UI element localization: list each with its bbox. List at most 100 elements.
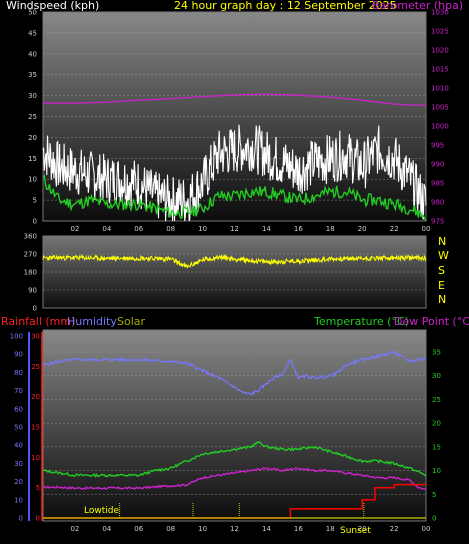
- dewpoint-label: Dew Point (°C): [394, 315, 469, 328]
- direction-tick-label: 90: [28, 287, 37, 295]
- wind-tick-label: 10: [28, 176, 37, 184]
- humidity-tick-label: 100: [10, 333, 23, 341]
- barometer-tick-label: 1030: [431, 9, 449, 17]
- barometer-tick-label: 1015: [431, 66, 449, 74]
- barometer-tick-label: 1025: [431, 28, 449, 36]
- temperature-tick-label: 35: [432, 349, 441, 357]
- wind-gust-line: [42, 124, 427, 222]
- humidity-tick-label: 70: [14, 387, 23, 395]
- hour-tick-label: 08: [166, 525, 175, 533]
- hour-tick-label: 16: [294, 525, 303, 533]
- hour-tick-label: 12: [230, 525, 239, 533]
- rain-tick-label: 10: [31, 454, 40, 462]
- rain-tick-label: 30: [31, 333, 40, 341]
- temperature-tick-label: 5: [432, 491, 436, 499]
- wind-tick-label: 50: [28, 9, 37, 17]
- rain-tick-label: 0: [36, 515, 40, 523]
- temperature-line: [42, 440, 427, 478]
- barometer-tick-label: 975: [431, 218, 444, 226]
- sunset-label: Sunset: [340, 526, 371, 536]
- hour-tick-label: 22: [390, 225, 399, 233]
- temperature-tick-label: 10: [432, 467, 441, 475]
- rain-tick-label: 25: [31, 363, 40, 371]
- humidity-tick-label: 40: [14, 442, 23, 450]
- humidity-tick-label: 10: [14, 496, 23, 504]
- compass-n-top: N: [438, 235, 447, 248]
- hour-tick-label: 04: [102, 525, 111, 533]
- wind-direction-line: [42, 253, 427, 269]
- temperature-tick-label: 0: [432, 515, 436, 523]
- panel-2-bg: [42, 235, 427, 309]
- compass-w: W: [438, 249, 449, 262]
- humidity-tick-label: 30: [14, 460, 23, 468]
- hour-tick-label: 00: [422, 225, 431, 233]
- barometer-tick-label: 1010: [431, 85, 449, 93]
- wind-avg-line: [42, 174, 427, 222]
- rain-tick-label: 20: [31, 393, 40, 401]
- wind-tick-label: 0: [33, 218, 37, 226]
- hour-tick-label: 00: [422, 525, 431, 533]
- dewpoint-line: [43, 466, 427, 491]
- barometer-tick-label: 985: [431, 180, 444, 188]
- wind-tick-label: 25: [28, 113, 37, 121]
- compass-s: S: [438, 264, 445, 277]
- direction-tick-label: 180: [24, 269, 37, 277]
- wind-tick-label: 5: [33, 197, 37, 205]
- wind-tick-label: 15: [28, 155, 37, 163]
- hour-tick-label: 18: [326, 525, 335, 533]
- hour-tick-label: 22: [390, 525, 399, 533]
- hour-tick-label: 02: [70, 225, 79, 233]
- rainfall-label: Rainfall (mm): [1, 315, 76, 328]
- compass-e: E: [438, 279, 445, 292]
- humidity-tick-label: 60: [14, 405, 23, 413]
- solar-label: Solar: [117, 315, 146, 328]
- wind-tick-label: 20: [28, 134, 37, 142]
- windspeed-axis-label: Windspeed (kph): [6, 0, 100, 12]
- temperature-tick-label: 20: [432, 420, 441, 428]
- wind-tick-label: 30: [28, 92, 37, 100]
- temperature-tick-label: 15: [432, 443, 441, 451]
- barometer-tick-label: 1005: [431, 104, 449, 112]
- hour-tick-label: 14: [262, 225, 271, 233]
- direction-tick-label: 270: [24, 251, 37, 259]
- barometer-tick-label: 995: [431, 142, 444, 150]
- barometer-tick-label: 980: [431, 199, 444, 207]
- hour-tick-label: 18: [326, 225, 335, 233]
- humidity-tick-label: 0: [19, 515, 23, 523]
- lowtide-label: Lowtide: [84, 506, 120, 516]
- rain-tick-label: 5: [36, 484, 40, 492]
- hour-tick-label: 16: [294, 225, 303, 233]
- chart-title: 24 hour graph day : 12 September 2025: [174, 0, 397, 12]
- humidity-tick-label: 20: [14, 478, 23, 486]
- wind-tick-label: 40: [28, 50, 37, 58]
- humidity-label: Humidity: [67, 315, 117, 328]
- barometer-tick-label: 1000: [431, 123, 449, 131]
- temperature-tick-label: 30: [432, 372, 441, 380]
- humidity-tick-label: 50: [14, 424, 23, 432]
- direction-tick-label: 360: [24, 233, 37, 241]
- hour-tick-label: 12: [230, 225, 239, 233]
- temperature-tick-label: 25: [432, 396, 441, 404]
- hour-tick-label: 06: [134, 225, 143, 233]
- barometer-tick-label: 1020: [431, 47, 449, 55]
- barometer-line: [43, 93, 426, 106]
- humidity-line: [42, 350, 427, 396]
- hour-tick-label: 10: [198, 525, 207, 533]
- hour-tick-label: 10: [198, 225, 207, 233]
- hour-tick-label: 14: [262, 525, 271, 533]
- rainfall-line: [43, 483, 426, 519]
- compass-n-bottom: N: [438, 293, 447, 306]
- barometer-tick-label: 990: [431, 161, 444, 169]
- hour-tick-label: 08: [166, 225, 175, 233]
- temperature-label: Temperature (°C): [314, 315, 409, 328]
- direction-tick-label: 0: [33, 305, 37, 313]
- barometer-axis-label: Barometer (hpa): [372, 0, 464, 12]
- hour-tick-label: 20: [358, 225, 367, 233]
- rain-tick-label: 15: [31, 424, 40, 432]
- humidity-tick-label: 90: [14, 351, 23, 359]
- humidity-tick-label: 80: [14, 369, 23, 377]
- hour-tick-label: 06: [134, 525, 143, 533]
- hour-tick-label: 02: [70, 525, 79, 533]
- hour-tick-label: 20: [358, 525, 367, 533]
